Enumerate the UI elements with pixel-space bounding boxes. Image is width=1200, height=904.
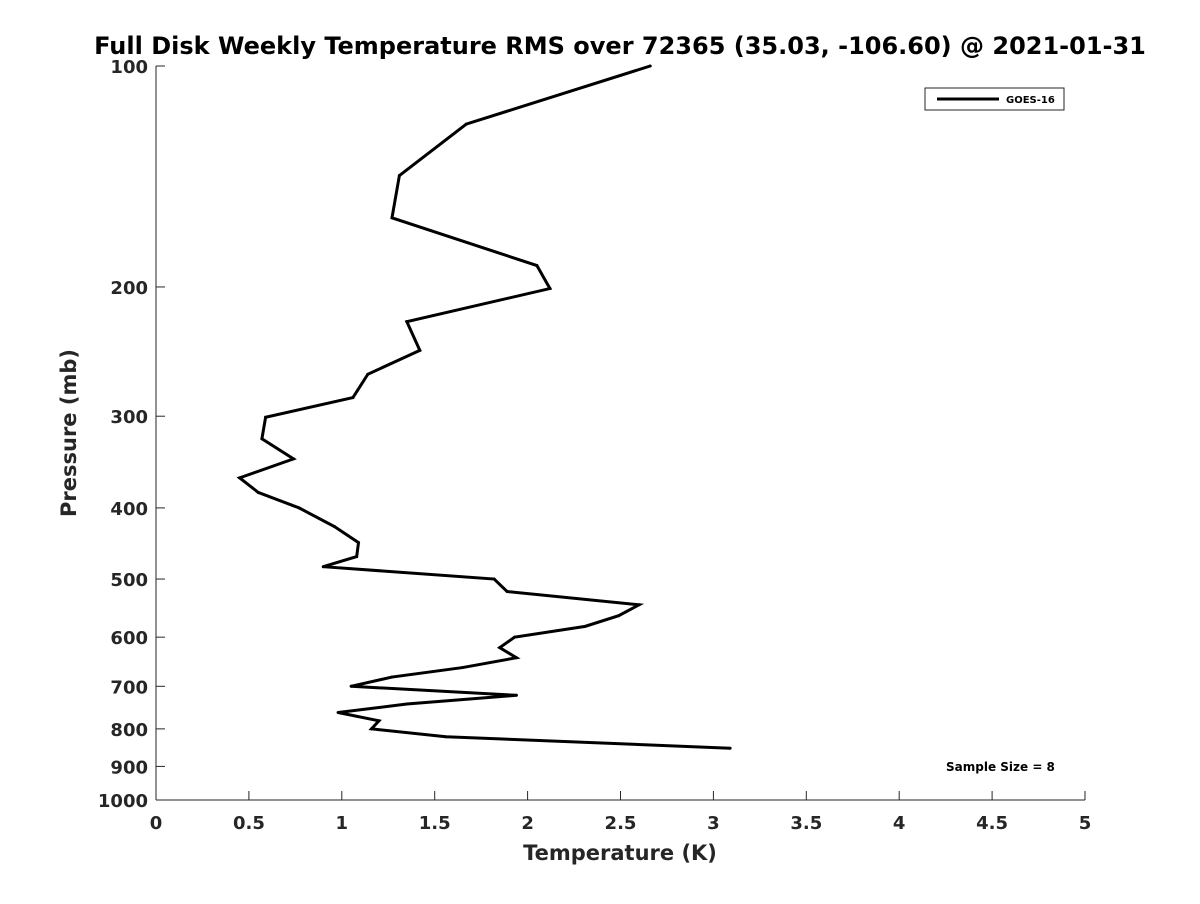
data-point-goes-16 bbox=[349, 684, 353, 688]
data-point-goes-16 bbox=[336, 711, 340, 715]
data-point-goes-16 bbox=[297, 506, 301, 510]
x-tick-label: 0.5 bbox=[233, 813, 265, 834]
data-point-goes-16 bbox=[461, 666, 465, 670]
legend: GOES-16 bbox=[924, 87, 1065, 111]
x-axis-label: Temperature (K) bbox=[523, 841, 717, 865]
x-tick-label: 5 bbox=[1079, 813, 1092, 834]
data-point-goes-16 bbox=[444, 735, 448, 739]
x-tick-label: 2.5 bbox=[605, 813, 637, 834]
y-tick-label: 800 bbox=[110, 720, 148, 741]
data-point-goes-16 bbox=[548, 287, 552, 291]
data-point-goes-16 bbox=[264, 415, 268, 419]
x-tick-label: 3.5 bbox=[790, 813, 822, 834]
y-axis-label: Pressure (mb) bbox=[57, 349, 81, 517]
y-tick-label: 900 bbox=[110, 757, 148, 778]
data-point-goes-16 bbox=[355, 555, 359, 559]
y-tick-label: 500 bbox=[110, 570, 148, 591]
data-point-goes-16 bbox=[492, 577, 496, 581]
data-point-goes-16 bbox=[390, 216, 394, 220]
y-tick-label: 300 bbox=[110, 407, 148, 428]
y-tick-label: 700 bbox=[110, 677, 148, 698]
data-point-goes-16 bbox=[256, 490, 260, 494]
y-tick-label: 400 bbox=[110, 499, 148, 520]
data-point-goes-16 bbox=[238, 476, 242, 480]
data-point-goes-16 bbox=[498, 646, 502, 650]
x-tick-label: 1 bbox=[336, 813, 349, 834]
data-point-goes-16 bbox=[617, 614, 621, 618]
series-line-goes-16 bbox=[236, 64, 731, 750]
y-ticks: 100 200 300 400 500 600 700 800 900 1000 bbox=[98, 57, 165, 812]
data-point-goes-16 bbox=[370, 727, 374, 731]
y-tick-label: 1000 bbox=[98, 791, 148, 812]
y-tick-label: 600 bbox=[110, 628, 148, 649]
data-point-goes-16 bbox=[648, 64, 652, 68]
data-point-goes-16 bbox=[366, 372, 370, 376]
x-tick-label: 0 bbox=[150, 813, 163, 834]
x-tick-label: 2 bbox=[521, 813, 534, 834]
x-ticks: 0 0.5 1 1.5 2 2.5 3 3.5 4 4.5 5 bbox=[150, 791, 1092, 834]
data-point-goes-16 bbox=[418, 348, 422, 352]
data-point-goes-16 bbox=[405, 320, 409, 324]
data-point-goes-16 bbox=[260, 437, 264, 441]
series-group bbox=[236, 64, 732, 750]
x-tick-label: 1.5 bbox=[419, 813, 451, 834]
data-point-goes-16 bbox=[514, 656, 518, 660]
data-point-goes-16 bbox=[291, 457, 295, 461]
data-point-goes-16 bbox=[514, 693, 518, 697]
y-tick-label: 200 bbox=[110, 278, 148, 299]
data-point-goes-16 bbox=[405, 702, 409, 706]
data-point-goes-16 bbox=[464, 122, 468, 126]
data-point-goes-16 bbox=[583, 624, 587, 628]
data-point-goes-16 bbox=[728, 746, 732, 750]
data-point-goes-16 bbox=[637, 603, 641, 607]
data-point-goes-16 bbox=[332, 524, 336, 528]
chart-title: Full Disk Weekly Temperature RMS over 72… bbox=[94, 32, 1146, 60]
data-point-goes-16 bbox=[357, 541, 361, 545]
data-point-goes-16 bbox=[535, 264, 539, 268]
data-point-goes-16 bbox=[321, 565, 325, 569]
x-tick-label: 4.5 bbox=[976, 813, 1008, 834]
x-tick-label: 3 bbox=[707, 813, 720, 834]
data-point-goes-16 bbox=[505, 590, 509, 594]
y-tick-label: 100 bbox=[110, 57, 148, 78]
data-point-goes-16 bbox=[397, 174, 401, 178]
data-point-goes-16 bbox=[351, 396, 355, 400]
legend-entry-goes-16: GOES-16 bbox=[1006, 95, 1055, 106]
x-tick-label: 4 bbox=[893, 813, 906, 834]
sample-size-annotation: Sample Size = 8 bbox=[946, 760, 1055, 774]
data-point-goes-16 bbox=[513, 635, 517, 639]
data-point-goes-16 bbox=[377, 719, 381, 723]
data-point-goes-16 bbox=[390, 675, 394, 679]
